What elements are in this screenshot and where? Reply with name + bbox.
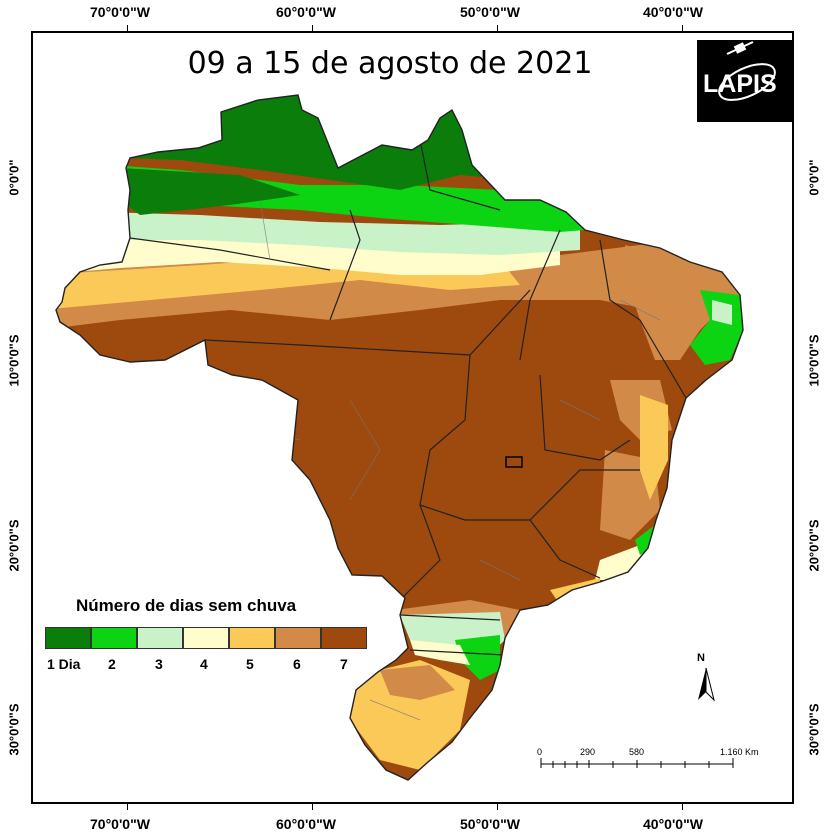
north-label: N: [697, 652, 705, 664]
lon-label-bottom-70w: 70°0'0"W: [90, 816, 150, 832]
scale-label-0: 0: [537, 747, 543, 757]
legend-label-7: 7: [340, 656, 348, 672]
legend-swatch-6: [275, 627, 321, 649]
legend-swatch-2: [91, 627, 137, 649]
legend-swatch-1: [45, 627, 91, 649]
legend-label-4: 4: [200, 656, 208, 672]
scale-label-290: 290: [580, 747, 596, 757]
scale-bar: [540, 758, 734, 768]
tick: [497, 802, 498, 810]
lon-label-bottom-40w: 40°0'0"W: [643, 816, 703, 832]
tick: [312, 802, 313, 810]
legend-title: Número de dias sem chuva: [76, 596, 297, 615]
tick: [127, 802, 128, 810]
lon-label-bottom-60w: 60°0'0"W: [276, 816, 336, 832]
legend-label-3: 3: [155, 656, 163, 672]
lon-label-top-40w: 40°0'0"W: [643, 4, 703, 20]
scale-label-1160: 1.160 Km: [720, 747, 759, 757]
legend-label-1: 1 Dia: [47, 656, 81, 672]
lon-label-bottom-50w: 50°0'0"W: [460, 816, 520, 832]
tick: [127, 25, 128, 33]
north-arrow-left: [698, 668, 706, 700]
lapis-logo: LAPIS: [697, 40, 793, 122]
legend-swatch-3: [137, 627, 183, 649]
legend-label-6: 6: [293, 656, 301, 672]
north-arrow-right: [705, 667, 715, 702]
map-title: 09 a 15 de agosto de 2021: [187, 46, 593, 81]
tick: [497, 25, 498, 33]
map-frame: [31, 31, 794, 804]
legend-swatch-7: [321, 627, 367, 649]
lon-label-top-60w: 60°0'0"W: [276, 4, 336, 20]
tick: [312, 25, 313, 33]
tick: [682, 25, 683, 33]
legend-swatch-4: [183, 627, 229, 649]
legend-label-2: 2: [108, 656, 116, 672]
lon-label-top-70w: 70°0'0"W: [90, 4, 150, 20]
legend-label-5: 5: [246, 656, 254, 672]
legend-swatch-5: [229, 627, 275, 649]
logo-text: LAPIS: [703, 70, 777, 98]
tick: [682, 802, 683, 810]
scale-label-580: 580: [629, 747, 645, 757]
lon-label-top-50w: 50°0'0"W: [460, 4, 520, 20]
